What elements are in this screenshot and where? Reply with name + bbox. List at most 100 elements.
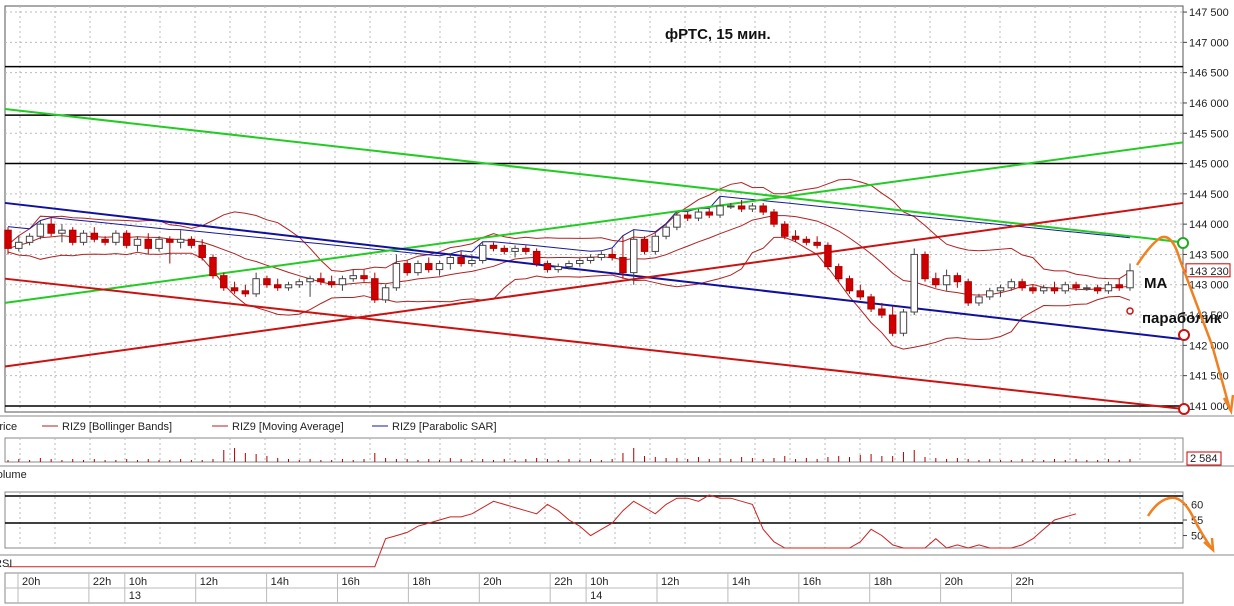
y-tick-label: 144 000 <box>1189 219 1229 231</box>
legend-ma: RIZ9 [Moving Average] <box>232 421 344 433</box>
candle-body <box>122 232 131 246</box>
price-panel: 147 500 147 000 146 500 146 000 145 500 145 0… <box>4 5 1234 416</box>
candle-body <box>1029 287 1037 292</box>
candle-body <box>554 266 562 271</box>
candle-body <box>133 238 142 246</box>
volume-last-box <box>1186 451 1222 466</box>
candle-body <box>252 278 260 295</box>
time-tick-label: 20h <box>22 576 40 588</box>
horizontal-levels <box>5 65 1183 407</box>
candle-body <box>273 284 282 289</box>
candle-body <box>683 214 692 219</box>
y-tick-label: 143 500 <box>1189 249 1229 261</box>
candle-body <box>673 214 681 228</box>
volume-panel: 2 584 Volume <box>0 437 1234 481</box>
date-label: 14 <box>590 590 602 602</box>
candle-body <box>489 244 498 249</box>
chart-title: фРТС, 15 мин. <box>665 26 771 43</box>
marker-red-line-end <box>1178 329 1190 341</box>
rsi-tick-label: 60 <box>1191 499 1203 511</box>
candle-body <box>1083 287 1091 290</box>
candle-body <box>522 247 530 252</box>
candle-body <box>198 244 206 258</box>
legend: Price RIZ9 [Bollinger Bands] RIZ9 [Movin… <box>0 415 1234 433</box>
candle-body <box>619 256 627 274</box>
orange-forecast-arrow-rsi <box>1146 496 1214 550</box>
date-label: 13 <box>129 590 141 602</box>
candle-body <box>759 205 767 213</box>
candle-body <box>694 211 703 219</box>
candle-body <box>586 256 595 262</box>
candle-body <box>964 281 972 304</box>
sar-line <box>7 195 1131 257</box>
price-y-axis: 147 500 147 000 146 500 146 000 145 500 145 0… <box>1183 7 1229 413</box>
time-tick-label: 10h <box>129 576 147 588</box>
candle-body <box>25 235 34 243</box>
y-tick-label: 143 000 <box>1189 280 1229 292</box>
candle-body <box>543 263 552 271</box>
trend-line-red-down <box>4 277 1184 410</box>
candle-body <box>975 296 983 304</box>
annotation-ma: МА <box>1144 275 1167 292</box>
rsi-grid <box>19 492 1176 548</box>
volume-grid <box>19 438 1176 462</box>
orange-forecast-arrow-price <box>1135 235 1232 411</box>
candle-body <box>532 250 541 265</box>
legend-price: Price <box>0 421 17 433</box>
candle-body <box>845 278 854 292</box>
time-tick-label: 22h <box>1016 576 1034 588</box>
candle-body <box>996 287 1005 292</box>
candle-body <box>15 241 23 249</box>
candle-body <box>79 232 88 243</box>
time-axis: 20h 22h 10h 12h 14h 16h 18h 20h 22h 10h 12h 14h 16h 1… <box>4 572 1184 604</box>
legend-sar: RIZ9 [Parabolic SAR] <box>392 421 497 433</box>
candle-body <box>716 205 724 216</box>
y-tick-label: 145 500 <box>1189 128 1229 140</box>
marker-sar-last <box>1126 307 1134 315</box>
bb-lower <box>7 236 1131 350</box>
candle-body <box>802 238 811 243</box>
legend-bollinger: RIZ9 [Bollinger Bands] <box>62 421 172 433</box>
time-tick-label: 20h <box>945 576 963 588</box>
candle-body <box>608 253 616 258</box>
candle-body <box>392 263 401 289</box>
candle-body <box>414 263 422 274</box>
candle-body <box>651 235 660 252</box>
candle-body <box>36 223 45 237</box>
candle-body <box>478 244 487 262</box>
candle-body <box>1072 284 1080 289</box>
time-tick-label: 14h <box>732 576 750 588</box>
candle-body <box>791 235 800 240</box>
time-tick-label: 10h <box>590 576 608 588</box>
candle-body <box>187 238 196 246</box>
y-tick-label: 147 000 <box>1189 37 1229 49</box>
candle-body <box>1115 284 1123 289</box>
time-tick-label: 22h <box>93 576 111 588</box>
candle-body <box>1039 287 1048 292</box>
y-tick-label: 145 000 <box>1189 159 1229 171</box>
time-tick-label: 18h <box>412 576 430 588</box>
orange-arrowhead-price <box>1222 394 1234 416</box>
y-tick-label: 141 000 <box>1189 401 1229 413</box>
candle-body <box>748 205 757 210</box>
candle-body <box>1050 287 1059 292</box>
trend-lines <box>4 108 1184 410</box>
candle-body <box>1104 284 1113 292</box>
marker-red-bottom-end <box>1178 403 1190 415</box>
candle-body <box>446 256 455 265</box>
y-tick-label: 142 000 <box>1189 340 1229 352</box>
trend-line-green-up <box>4 141 1184 304</box>
candle-body <box>921 253 929 280</box>
y-tick-label: 146 000 <box>1189 98 1229 110</box>
candle-body <box>770 211 778 225</box>
candle-body <box>597 253 606 258</box>
candle-body <box>4 229 12 249</box>
last-price-marker: 143 230 <box>1185 263 1231 278</box>
candle-body <box>511 247 519 252</box>
candle-body <box>640 238 649 252</box>
time-tick-label: 22h <box>554 576 572 588</box>
candle-body <box>435 263 444 271</box>
y-tick-label: 144 500 <box>1189 189 1229 201</box>
time-tick-label: 12h <box>661 576 679 588</box>
